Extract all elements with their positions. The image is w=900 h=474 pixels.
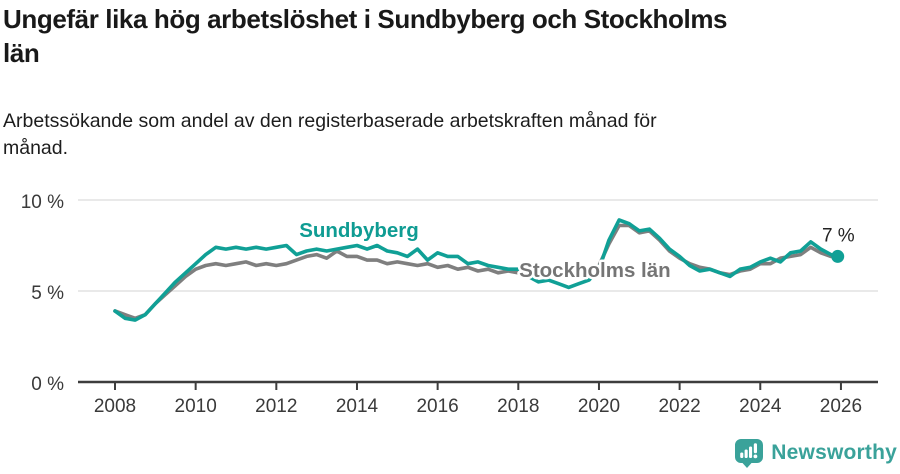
chart-title: Ungefär lika hög arbetslöshet i Sundbybe… bbox=[3, 4, 728, 69]
y-axis-tick-label: 5 % bbox=[31, 283, 64, 304]
end-point-dot bbox=[831, 249, 845, 263]
series-label-sundbyberg: Sundbyberg bbox=[299, 219, 419, 242]
newsworthy-wordmark: Newsworthy bbox=[771, 441, 897, 464]
x-axis-tick-label: 2014 bbox=[336, 396, 379, 417]
series-line-stockholms-l-n bbox=[113, 223, 840, 321]
x-axis-tick-label: 2008 bbox=[94, 396, 136, 417]
end-value-label: 7 % bbox=[822, 225, 855, 246]
x-axis-tick-label: 2012 bbox=[255, 396, 297, 417]
x-axis-tick-label: 2026 bbox=[820, 396, 862, 417]
series-label-stockholms-l-n: Stockholms län bbox=[519, 259, 671, 282]
x-axis-tick-label: 2024 bbox=[739, 396, 782, 417]
x-axis-tick-label: 2022 bbox=[658, 396, 700, 417]
x-axis-tick-label: 2016 bbox=[416, 396, 458, 417]
newsworthy-speech-bubble-bar-chart-icon bbox=[735, 439, 764, 468]
y-axis-tick-label: 10 % bbox=[21, 192, 64, 213]
x-axis-tick-label: 2018 bbox=[497, 396, 539, 417]
series-line-sundbyberg bbox=[113, 218, 840, 322]
y-axis-tick-label: 0 % bbox=[31, 374, 64, 395]
x-axis-tick-label: 2020 bbox=[578, 396, 620, 417]
chart-subtitle: Arbetssökande som andel av den registerb… bbox=[3, 110, 657, 159]
line-chart: 0 % 5 % 10 % 2008 2010 2012 2014 2016 2018 2020 20… bbox=[21, 192, 878, 417]
x-axis-tick-label: 2010 bbox=[175, 396, 217, 417]
newsworthy-logo: Newsworthy bbox=[734, 438, 897, 468]
